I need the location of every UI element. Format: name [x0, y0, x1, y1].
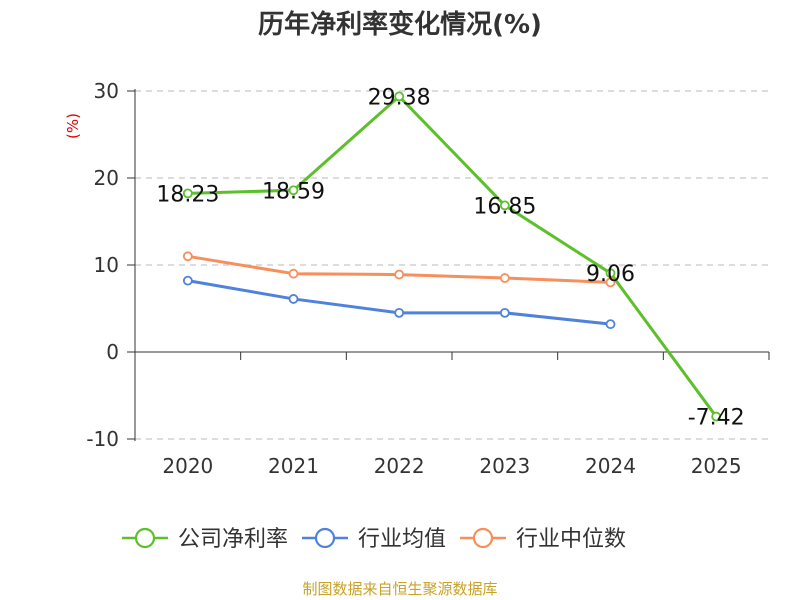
data-label: 18.23	[156, 182, 219, 207]
series-line-0	[187, 94, 718, 418]
data-point	[605, 319, 616, 330]
x-tick-label: 2024	[585, 454, 636, 478]
x-tick-label: 2020	[162, 454, 213, 478]
y-axis-unit-label: (%)	[64, 113, 82, 139]
data-point	[499, 273, 510, 283]
data-point	[182, 275, 193, 286]
data-label: 16.85	[473, 194, 536, 219]
legend-label: 行业均值	[358, 527, 446, 552]
x-tick-label: 2022	[374, 454, 425, 478]
y-tick-label: 10	[94, 253, 119, 277]
legend-marker	[472, 527, 494, 549]
legend-marker	[314, 527, 336, 549]
data-point	[182, 188, 193, 199]
x-tick-label: 2021	[268, 454, 319, 478]
data-point	[394, 91, 405, 102]
data-point	[182, 251, 193, 262]
data-label: 18.59	[262, 179, 325, 204]
data-point	[499, 307, 510, 318]
legend-label: 公司净利率	[178, 527, 288, 552]
x-tick-label: 2025	[691, 454, 742, 478]
data-point	[394, 269, 405, 280]
data-point	[605, 277, 616, 288]
y-tick-label: 20	[94, 166, 119, 190]
chart-title: 历年净利率变化情况(%)	[258, 10, 542, 40]
data-point	[394, 307, 405, 318]
y-tick-label: -10	[86, 427, 119, 451]
data-point	[605, 268, 616, 279]
data-point	[288, 294, 299, 304]
x-tick-label: 2023	[479, 454, 530, 478]
legend-marker	[134, 527, 156, 549]
y-tick-label: 30	[94, 79, 119, 103]
data-label: 9.06	[586, 262, 635, 287]
data-point	[288, 185, 299, 196]
data-point	[711, 411, 722, 422]
data-point	[499, 200, 510, 211]
y-tick-label: 0	[106, 340, 119, 364]
data-point	[288, 268, 299, 279]
legend-label: 行业中位数	[516, 527, 626, 552]
data-label: 29.38	[368, 85, 431, 110]
data-source-note: 制图数据来自恒生聚源数据库	[302, 580, 498, 598]
data-label: -7.42	[688, 406, 745, 431]
